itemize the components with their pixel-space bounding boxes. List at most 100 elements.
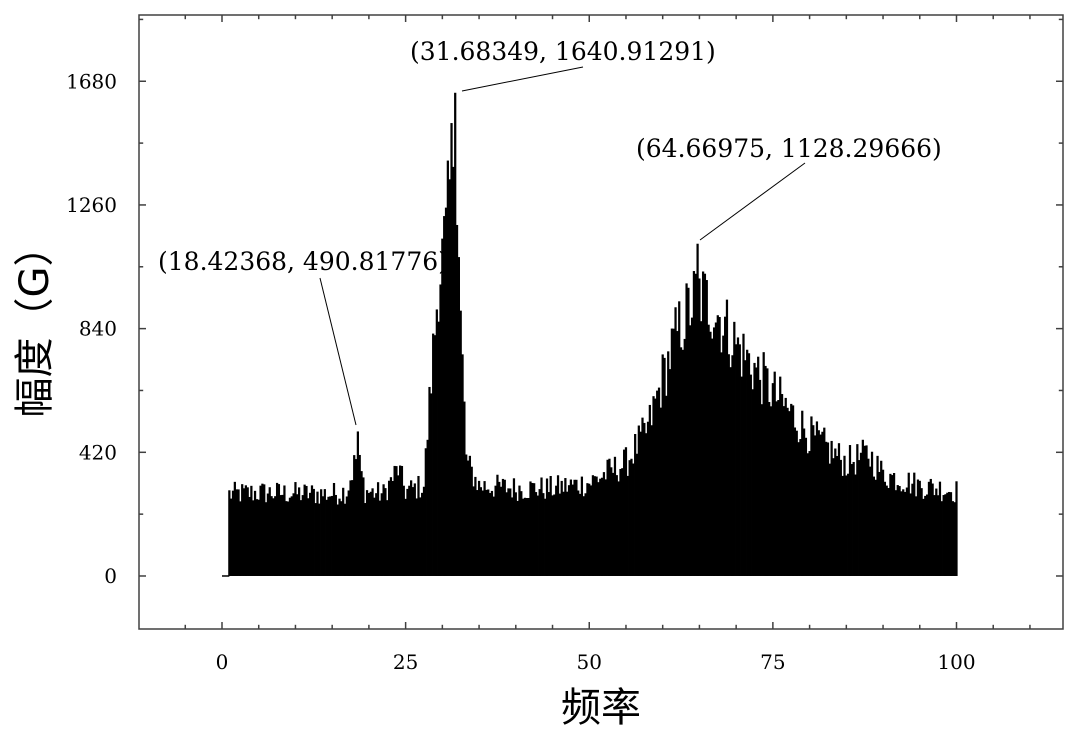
- bar: [327, 496, 330, 576]
- bar: [804, 437, 808, 576]
- bar: [742, 333, 745, 576]
- bar: [836, 455, 839, 576]
- bar: [477, 480, 481, 576]
- bar: [929, 478, 932, 576]
- bar: [775, 401, 778, 576]
- bar: [281, 494, 284, 576]
- bar: [479, 487, 483, 576]
- bar: [676, 331, 679, 576]
- bar: [498, 481, 501, 576]
- bar: [257, 499, 260, 576]
- bar: [799, 439, 802, 576]
- bar: [408, 485, 411, 576]
- bar: [318, 503, 321, 576]
- bar: [501, 478, 505, 576]
- bar: [487, 489, 490, 576]
- bar: [410, 480, 413, 576]
- bar: [841, 475, 844, 576]
- bar: [606, 459, 609, 576]
- bar: [496, 474, 499, 576]
- bar: [421, 492, 424, 576]
- bar: [911, 483, 914, 576]
- bar: [358, 454, 361, 576]
- bar: [395, 466, 398, 576]
- bar: [679, 347, 683, 576]
- bar: [909, 493, 912, 576]
- bar: [736, 337, 740, 576]
- bar: [371, 488, 374, 576]
- bar: [419, 497, 422, 576]
- bar: [231, 490, 235, 576]
- bar: [483, 481, 486, 576]
- peak-annotations: (18.42368, 490.81776) (31.68349, 1640.912…: [158, 37, 942, 426]
- bar: [788, 411, 791, 576]
- bar: [376, 482, 380, 576]
- bar: [336, 504, 339, 576]
- bar: [848, 445, 852, 576]
- bar: [722, 335, 725, 576]
- bar: [797, 442, 800, 576]
- bar: [520, 491, 523, 576]
- bar: [637, 425, 640, 576]
- bar: [942, 495, 945, 576]
- bar: [832, 458, 835, 576]
- bar: [569, 479, 573, 576]
- bar: [356, 431, 359, 576]
- bar: [918, 480, 921, 576]
- bar: [612, 472, 615, 576]
- bar: [250, 485, 253, 576]
- bar: [926, 494, 929, 576]
- x-tick-label: 25: [393, 650, 418, 674]
- bar: [347, 490, 350, 576]
- bar: [349, 480, 352, 576]
- bar: [600, 477, 604, 576]
- bar: [485, 489, 488, 576]
- bar: [567, 485, 571, 576]
- bar: [613, 456, 617, 576]
- bar: [927, 481, 931, 576]
- bar: [556, 475, 560, 576]
- bar: [727, 354, 730, 576]
- annotation-leader-line: [319, 277, 357, 426]
- x-tick-label: 50: [577, 650, 602, 674]
- bar: [457, 257, 460, 576]
- bar: [825, 441, 828, 576]
- bar: [749, 374, 752, 576]
- bar: [241, 484, 244, 576]
- bar: [843, 455, 846, 576]
- bar: [698, 278, 701, 576]
- bar: [738, 344, 741, 576]
- bar: [907, 472, 910, 576]
- bar: [683, 338, 686, 576]
- bar: [514, 492, 517, 576]
- bar: [878, 471, 881, 576]
- bar: [711, 338, 714, 576]
- bar: [270, 496, 273, 576]
- bar: [646, 421, 650, 576]
- bar: [889, 473, 892, 576]
- bar: [880, 460, 883, 576]
- bar: [283, 485, 286, 576]
- bar: [233, 481, 236, 576]
- bar: [920, 488, 923, 576]
- bar: [468, 455, 472, 576]
- bar: [248, 496, 251, 576]
- bar: [564, 478, 567, 576]
- bar: [900, 491, 903, 576]
- bar: [852, 461, 855, 576]
- bar: [444, 207, 448, 576]
- bar: [334, 494, 337, 576]
- bar: [790, 403, 793, 576]
- bar: [244, 485, 247, 576]
- bar: [296, 494, 299, 576]
- bar: [298, 487, 301, 576]
- bar: [654, 398, 657, 576]
- bar: [399, 465, 402, 576]
- bar: [610, 467, 613, 576]
- bar: [525, 498, 528, 576]
- plot-frame: [138, 14, 1064, 630]
- bar: [290, 496, 293, 576]
- bar: [628, 460, 631, 576]
- bar: [463, 401, 466, 576]
- bar: [316, 491, 319, 576]
